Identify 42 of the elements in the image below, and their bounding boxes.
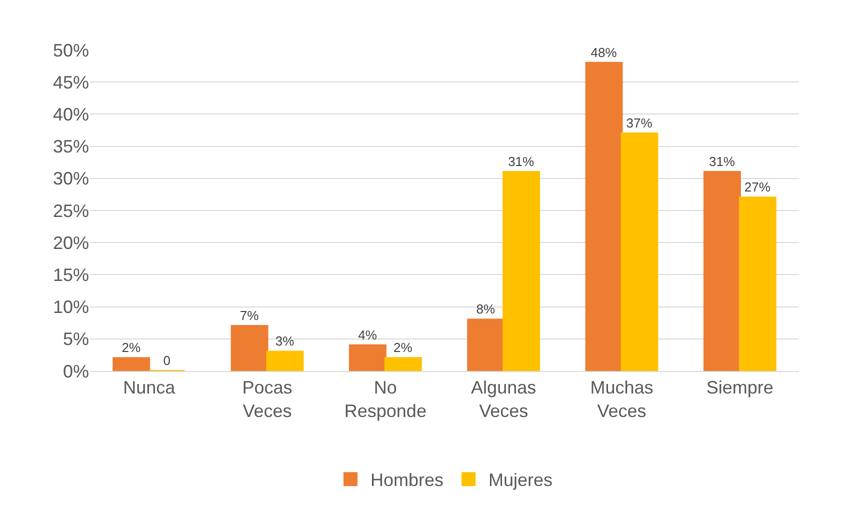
x-tick-label: No Responde xyxy=(344,378,426,421)
legend-label: Mujeres xyxy=(488,470,553,490)
x-tick-label: Pocas Veces xyxy=(242,378,292,421)
data-label: 48% xyxy=(590,44,618,60)
bar xyxy=(738,196,776,371)
bar xyxy=(348,344,386,371)
data-label: 3% xyxy=(275,334,295,349)
y-tick-label: 25% xyxy=(52,200,89,221)
y-tick-label: 35% xyxy=(52,136,89,157)
y-tick-label: 40% xyxy=(52,104,89,124)
y-tick-label: 30% xyxy=(52,168,89,189)
data-label: 27% xyxy=(744,180,771,195)
data-label: 31% xyxy=(708,154,736,169)
bar xyxy=(266,350,304,371)
x-tick-label: Siempre xyxy=(706,378,774,398)
bar xyxy=(703,170,741,371)
data-label: 8% xyxy=(476,302,496,317)
y-tick-label: 5% xyxy=(62,329,89,350)
bar xyxy=(585,62,623,371)
y-tick-label: 0% xyxy=(62,361,89,382)
data-label: 2% xyxy=(122,340,141,356)
data-label: 37% xyxy=(626,115,653,130)
bar xyxy=(230,325,268,371)
data-label: 0 xyxy=(163,353,170,368)
data-label: 31% xyxy=(508,154,535,169)
data-label: 7% xyxy=(240,308,260,324)
x-tick-label: Nunca xyxy=(123,378,176,398)
bar xyxy=(502,170,540,371)
bar xyxy=(467,318,505,371)
data-label: 2% xyxy=(394,340,413,356)
legend-label: Hombres xyxy=(370,470,444,490)
bar xyxy=(112,357,150,371)
bar xyxy=(620,132,658,371)
y-tick-label: 15% xyxy=(52,265,89,285)
data-label: 4% xyxy=(358,327,378,342)
y-tick-label: 20% xyxy=(52,232,89,253)
x-tick-label: Muchas Veces xyxy=(590,378,654,421)
y-tick-label: 50% xyxy=(52,40,89,60)
y-tick-label: 45% xyxy=(52,72,89,92)
x-tick-label: Algunas Veces xyxy=(471,378,536,421)
bar xyxy=(384,357,422,371)
y-tick-label: 10% xyxy=(52,297,89,318)
